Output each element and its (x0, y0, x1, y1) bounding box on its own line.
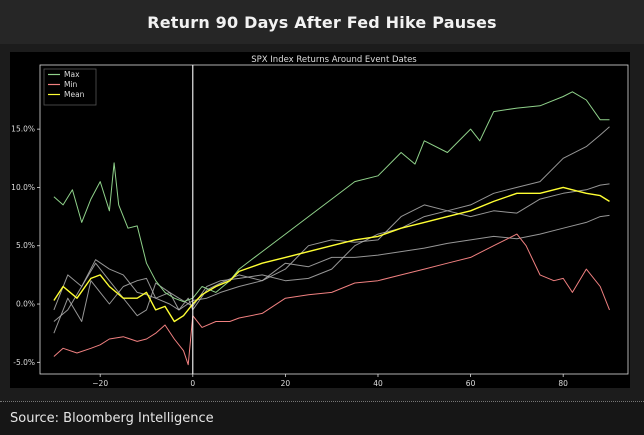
series-line-min (53, 233, 610, 366)
chart-header: Return 90 Days After Fed Hike Pauses (0, 0, 644, 44)
y-tick-label: 5.0% (16, 241, 35, 250)
x-tick-label: 60 (466, 379, 476, 388)
page-title: Return 90 Days After Fed Hike Pauses (147, 12, 497, 32)
x-tick-label: 20 (281, 379, 291, 388)
chart-title: SPX Index Returns Around Event Dates (251, 55, 417, 65)
plot-frame (39, 64, 629, 375)
legend-label-max: Max (64, 70, 80, 79)
y-tick-label: 0.0% (16, 300, 35, 309)
y-tick-label: -5.0% (13, 358, 35, 367)
source-note: Source: Bloomberg Intelligence (10, 411, 214, 426)
line-chart: SPX Index Returns Around Event Dates −20… (10, 52, 630, 388)
footer: Source: Bloomberg Intelligence (0, 401, 644, 435)
series-line-mean (53, 186, 610, 323)
series-line-other (53, 183, 610, 334)
x-tick-label: 0 (190, 379, 195, 388)
x-tick-label: 80 (558, 379, 568, 388)
x-tick-label: −20 (92, 379, 108, 388)
series-line-max (53, 91, 610, 303)
x-tick-label: 40 (373, 379, 383, 388)
legend-label-mean: Mean (64, 90, 85, 99)
y-tick-label: 15.0% (11, 125, 35, 134)
series-line-other (53, 126, 610, 311)
legend-label-min: Min (64, 80, 78, 89)
chart-panel: SPX Index Returns Around Event Dates −20… (10, 52, 630, 388)
y-tick-label: 10.0% (11, 183, 35, 192)
series-line-other (53, 214, 610, 322)
